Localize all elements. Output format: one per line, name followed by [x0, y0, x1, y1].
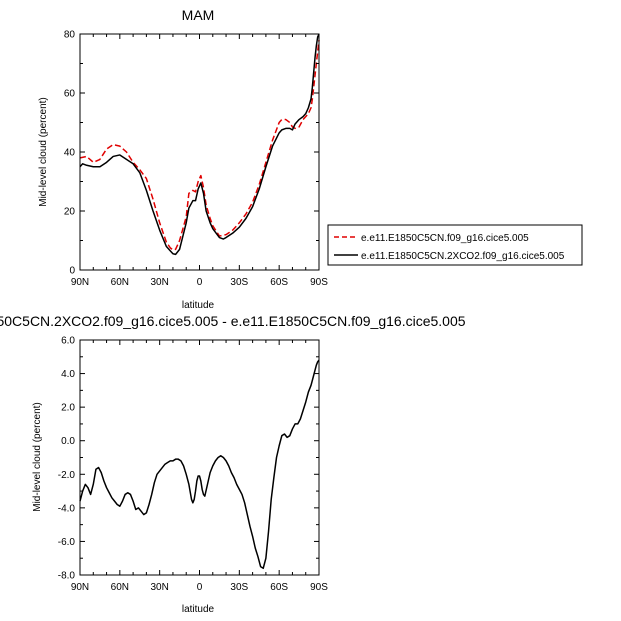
top-x-tick-label: 60S: [270, 277, 288, 288]
bottom-series-0-line: [79, 359, 320, 570]
top-panel: MAM 90N 60N 30N 0 30S 60S 90S 0 20 40 60 80 latitud…: [38, 7, 328, 311]
top-y-tick-label: 60: [64, 89, 76, 100]
top-x-tick-label: 0: [197, 277, 203, 288]
bottom-y-tick-label: -8.0: [58, 571, 76, 582]
top-y-tick-label: 20: [64, 207, 76, 218]
bottom-x-tick-label: 90N: [71, 582, 89, 593]
bottom-y-tick-label: 2.0: [61, 403, 75, 414]
bottom-x-tick-label: 90S: [310, 582, 328, 593]
top-y-axis-label: Mid-level cloud (percent): [38, 97, 49, 207]
top-x-axis-label: latitude: [182, 300, 215, 311]
top-series-0-line: [79, 39, 320, 251]
legend: e.e11.E1850C5CN.f09_g16.cice5.005 e.e11.…: [327, 224, 583, 266]
top-chart-title: MAM: [182, 7, 215, 23]
bottom-plot-area: 90N 60N 30N 0 30S 60S 90S -8.0 -6.0 -4.0 -2.0 0.0 2.…: [58, 336, 328, 594]
bottom-y-tick-label: 4.0: [61, 369, 75, 380]
top-y-tick-label: 80: [64, 30, 76, 41]
bottom-y-tick-label: -6.0: [58, 537, 76, 548]
bottom-x-tick-label: 60S: [270, 582, 288, 593]
top-x-tick-label: 30N: [150, 277, 168, 288]
top-plot-area: 90N 60N 30N 0 30S 60S 90S 0 20 40 60 80: [64, 30, 328, 289]
top-x-tick-label: 90N: [71, 277, 89, 288]
legend-box: [327, 224, 583, 266]
legend-entry-control: e.e11.E1850C5CN.f09_g16.cice5.005: [361, 233, 529, 244]
bottom-y-tick-label: 6.0: [61, 336, 75, 347]
bottom-y-tick-label: -4.0: [58, 503, 76, 514]
top-y-tick-label: 40: [64, 148, 76, 159]
bottom-plot-frame: [79, 339, 320, 576]
bottom-x-tick-label: 30N: [150, 582, 168, 593]
bottom-x-tick-label: 0: [197, 582, 203, 593]
bottom-x-tick-label: 30S: [230, 582, 248, 593]
bottom-x-axis-label: latitude: [182, 604, 215, 615]
top-y-tick-label: 0: [69, 266, 75, 277]
bottom-y-axis-label: Mid-level cloud (percent): [32, 402, 43, 512]
bottom-x-tick-label: 60N: [111, 582, 129, 593]
top-x-tick-label: 30S: [230, 277, 248, 288]
bottom-y-tick-label: 0.0: [61, 436, 75, 447]
top-plot-frame: [79, 33, 320, 271]
top-x-tick-label: 90S: [310, 277, 328, 288]
bottom-y-tick-label: -2.0: [58, 470, 76, 481]
top-x-tick-label: 60N: [111, 277, 129, 288]
bottom-panel: 50C5CN.2XCO2.f09_g16.cice5.005 - e.e11.E…: [0, 313, 466, 615]
top-series-1-line: [79, 33, 320, 256]
legend-entry-2xco2: e.e11.E1850C5CN.2XCO2.f09_g16.cice5.005: [361, 251, 565, 262]
bottom-chart-title: 50C5CN.2XCO2.f09_g16.cice5.005 - e.e11.E…: [0, 313, 466, 329]
